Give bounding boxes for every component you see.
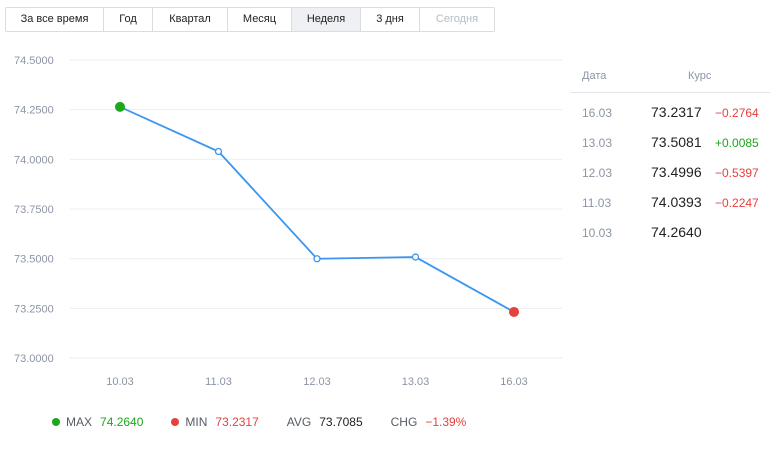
x-tick-label: 13.03 xyxy=(402,376,430,388)
tab-today: Сегодня xyxy=(420,8,494,31)
table-row: 13.03 73.5081 +0.0085 xyxy=(570,123,770,153)
chg-value: −1.39% xyxy=(425,415,467,429)
rate-table: Дата Курс 16.03 73.2317 −0.2764 13.03 73… xyxy=(570,62,770,243)
period-tabs: За все время Год Квартал Месяц Неделя 3 … xyxy=(5,7,495,32)
row-date: 11.03 xyxy=(582,196,612,210)
x-tick-label: 10.03 xyxy=(106,376,134,388)
y-tick-label: 73.5000 xyxy=(14,254,54,266)
x-tick-label: 11.03 xyxy=(205,376,232,388)
table-row: 16.03 73.2317 −0.2764 xyxy=(570,93,770,123)
tab-year[interactable]: Год xyxy=(104,8,153,31)
row-value: 74.2640 xyxy=(651,224,702,240)
min-point[interactable] xyxy=(509,306,519,317)
x-tick-label: 16.03 xyxy=(500,376,528,388)
y-tick-label: 73.0000 xyxy=(14,353,54,365)
stat-max: MAX 74.2640 xyxy=(52,415,143,429)
table-row: 11.03 74.0393 −0.2247 xyxy=(570,183,770,213)
data-point[interactable] xyxy=(411,253,420,261)
table-row: 10.03 74.2640 xyxy=(570,213,770,243)
row-date: 10.03 xyxy=(582,226,613,240)
y-tick-label: 73.2500 xyxy=(14,303,54,315)
row-value: 73.5081 xyxy=(651,134,702,150)
tab-3-days[interactable]: 3 дня xyxy=(361,8,420,31)
max-point[interactable] xyxy=(115,101,125,112)
row-value: 73.2317 xyxy=(651,104,702,120)
y-tick-label: 74.5000 xyxy=(14,55,54,67)
y-tick-label: 74.0000 xyxy=(14,154,54,166)
min-dot-icon xyxy=(171,418,180,426)
row-date: 13.03 xyxy=(582,136,613,150)
min-label: MIN xyxy=(185,415,208,429)
chg-label: CHG xyxy=(390,415,418,429)
header-date: Дата xyxy=(582,70,607,82)
row-change: −0.2764 xyxy=(715,106,759,120)
tab-week[interactable]: Неделя xyxy=(292,8,361,31)
row-change: −0.5397 xyxy=(715,166,759,180)
x-tick-label: 12.03 xyxy=(303,376,331,388)
max-value: 74.2640 xyxy=(100,415,144,429)
stat-avg: AVG 73.7085 xyxy=(287,415,363,429)
max-dot-icon xyxy=(52,418,60,426)
row-change: −0.2247 xyxy=(715,196,759,210)
header-rate: Курс xyxy=(688,70,712,82)
data-point[interactable] xyxy=(214,147,223,156)
tab-quarter[interactable]: Квартал xyxy=(153,8,228,31)
stats-bar: MAX 74.2640 MIN 73.2317 AVG 73.7085 CHG … xyxy=(52,413,494,431)
data-point[interactable] xyxy=(313,255,321,263)
y-tick-label: 74.2500 xyxy=(14,105,54,117)
row-value: 73.4996 xyxy=(651,164,702,180)
stat-chg: CHG −1.39% xyxy=(391,415,467,429)
rate-line-chart: 74.5000 74.2500 74.0000 73.7500 73.5000 73.25… xyxy=(14,55,562,388)
row-change: +0.0085 xyxy=(715,136,759,150)
row-value: 74.0393 xyxy=(651,194,702,210)
stat-min: MIN 73.2317 xyxy=(171,415,259,429)
avg-value: 73.7085 xyxy=(319,415,363,429)
row-date: 16.03 xyxy=(582,106,613,120)
tab-month[interactable]: Месяц xyxy=(228,8,292,31)
avg-label: AVG xyxy=(286,415,312,429)
max-label: MAX xyxy=(66,415,93,429)
table-row: 12.03 73.4996 −0.5397 xyxy=(570,153,770,183)
min-value: 73.2317 xyxy=(215,415,259,429)
row-date: 12.03 xyxy=(582,166,613,180)
rate-table-header: Дата Курс xyxy=(570,62,770,93)
y-tick-label: 73.7500 xyxy=(14,204,54,216)
tab-all-time[interactable]: За все время xyxy=(6,8,104,31)
